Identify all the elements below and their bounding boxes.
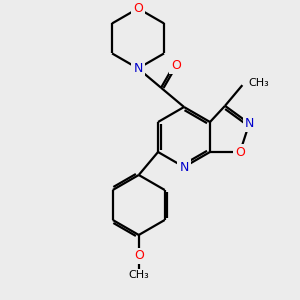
Text: O: O — [133, 2, 143, 15]
Text: N: N — [134, 62, 143, 75]
Text: O: O — [171, 59, 181, 72]
Text: O: O — [235, 146, 245, 158]
Text: CH₃: CH₃ — [128, 271, 149, 281]
Text: CH₃: CH₃ — [248, 78, 269, 88]
Text: N: N — [179, 160, 189, 173]
Text: O: O — [134, 250, 144, 262]
Text: N: N — [244, 117, 254, 130]
